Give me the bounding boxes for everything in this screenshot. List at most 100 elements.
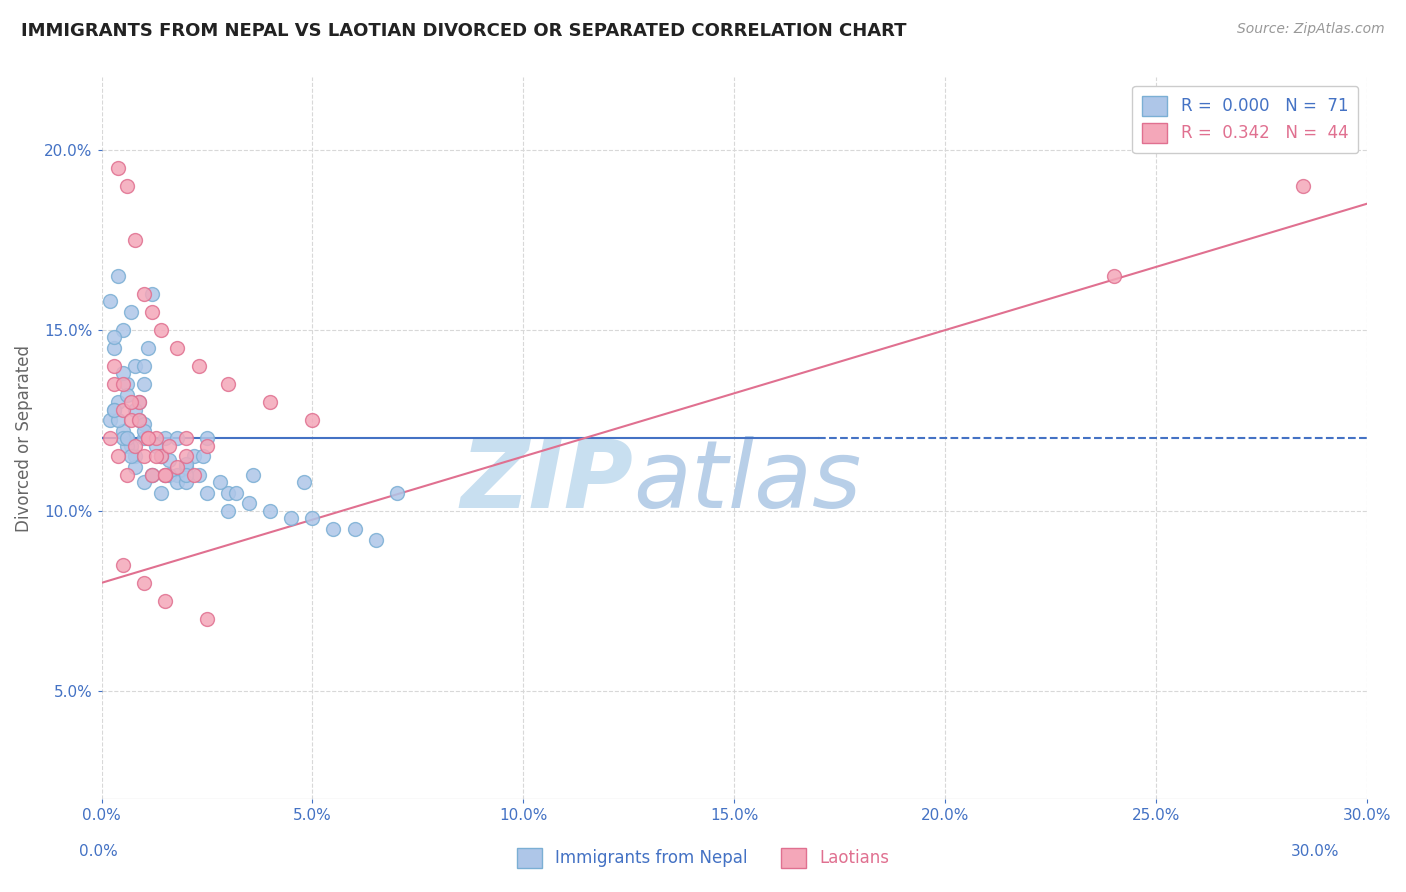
Point: [132, 475, 155, 489]
Point: [166, 341, 188, 355]
Point: [242, 467, 264, 482]
Point: [149, 485, 172, 500]
Point: [111, 558, 134, 572]
Point: [149, 450, 172, 464]
Point: [120, 450, 142, 464]
Point: [364, 533, 387, 547]
Point: [195, 432, 218, 446]
Text: ZIP: ZIP: [460, 436, 633, 528]
Point: [98, 432, 121, 446]
Point: [145, 450, 167, 464]
Point: [292, 475, 315, 489]
Point: [107, 395, 129, 409]
Point: [132, 417, 155, 431]
Point: [128, 395, 150, 409]
Point: [153, 467, 176, 482]
Point: [132, 287, 155, 301]
Point: [157, 453, 180, 467]
Point: [120, 305, 142, 319]
Point: [174, 460, 197, 475]
Point: [103, 402, 125, 417]
Point: [141, 287, 163, 301]
Point: [141, 305, 163, 319]
Point: [132, 575, 155, 590]
Point: [132, 377, 155, 392]
Point: [259, 503, 281, 517]
Point: [115, 178, 138, 193]
Point: [132, 432, 155, 446]
Point: [145, 439, 167, 453]
Point: [153, 432, 176, 446]
Point: [128, 413, 150, 427]
Point: [111, 424, 134, 438]
Point: [183, 450, 205, 464]
Point: [343, 522, 366, 536]
Point: [217, 485, 239, 500]
Legend: Immigrants from Nepal, Laotians: Immigrants from Nepal, Laotians: [510, 841, 896, 875]
Point: [1292, 178, 1315, 193]
Point: [98, 294, 121, 309]
Point: [225, 485, 247, 500]
Point: [111, 432, 134, 446]
Point: [153, 594, 176, 608]
Text: 30.0%: 30.0%: [1291, 845, 1339, 859]
Point: [385, 485, 408, 500]
Point: [149, 450, 172, 464]
Point: [120, 439, 142, 453]
Point: [136, 341, 159, 355]
Point: [124, 233, 146, 247]
Point: [153, 467, 176, 482]
Point: [103, 341, 125, 355]
Point: [166, 467, 188, 482]
Point: [195, 612, 218, 626]
Point: [128, 413, 150, 427]
Point: [103, 402, 125, 417]
Point: [157, 467, 180, 482]
Point: [107, 413, 129, 427]
Point: [115, 439, 138, 453]
Point: [149, 323, 172, 337]
Point: [259, 395, 281, 409]
Point: [103, 377, 125, 392]
Point: [141, 467, 163, 482]
Point: [157, 439, 180, 453]
Point: [153, 467, 176, 482]
Point: [217, 503, 239, 517]
Point: [322, 522, 344, 536]
Point: [103, 330, 125, 344]
Point: [115, 377, 138, 392]
Point: [107, 268, 129, 283]
Point: [174, 450, 197, 464]
Point: [107, 161, 129, 175]
Point: [174, 432, 197, 446]
Point: [187, 359, 209, 374]
Point: [174, 457, 197, 471]
Point: [136, 432, 159, 446]
Point: [183, 467, 205, 482]
Point: [103, 359, 125, 374]
Point: [195, 485, 218, 500]
Point: [98, 413, 121, 427]
Point: [111, 402, 134, 417]
Point: [128, 395, 150, 409]
Point: [149, 450, 172, 464]
Point: [195, 439, 218, 453]
Point: [208, 475, 231, 489]
Point: [136, 432, 159, 446]
Point: [115, 467, 138, 482]
Text: Source: ZipAtlas.com: Source: ZipAtlas.com: [1237, 22, 1385, 37]
Point: [280, 511, 302, 525]
Point: [115, 388, 138, 402]
Point: [166, 460, 188, 475]
Point: [1102, 268, 1125, 283]
Point: [132, 450, 155, 464]
Point: [141, 467, 163, 482]
Point: [301, 413, 323, 427]
Point: [217, 377, 239, 392]
Point: [120, 413, 142, 427]
Point: [141, 467, 163, 482]
Point: [111, 377, 134, 392]
Point: [187, 467, 209, 482]
Y-axis label: Divorced or Separated: Divorced or Separated: [15, 345, 32, 532]
Point: [111, 367, 134, 381]
